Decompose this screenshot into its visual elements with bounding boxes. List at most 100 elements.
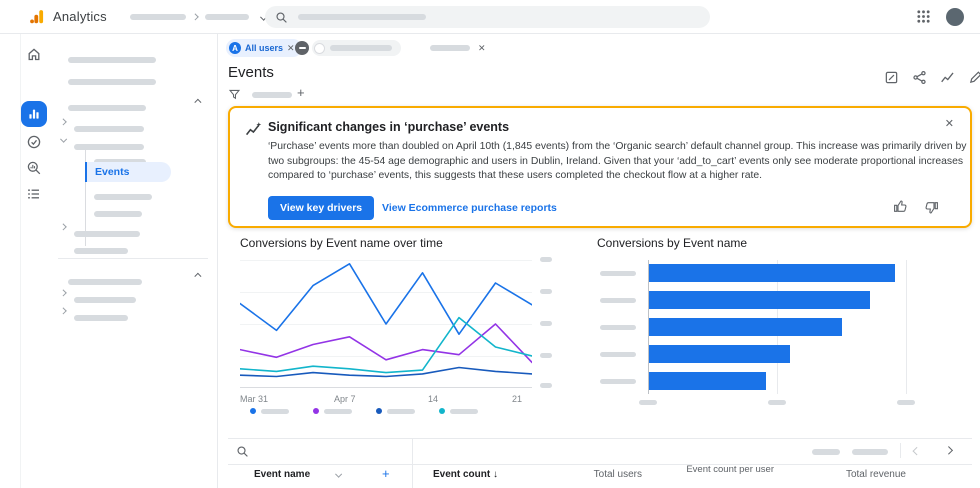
- next-page-icon[interactable]: [944, 446, 953, 455]
- line-chart-title: Conversions by Event name over time: [240, 236, 443, 250]
- nav-item[interactable]: [74, 308, 128, 326]
- nav-item[interactable]: [74, 241, 128, 259]
- expand-chevron-icon[interactable]: [60, 119, 67, 126]
- selected-indicator: [85, 162, 87, 182]
- x-tick-label: 21: [512, 394, 523, 404]
- rows-per-page-redacted[interactable]: [812, 449, 840, 455]
- x-tick-label: Apr 7: [334, 394, 356, 404]
- view-key-drivers-button[interactable]: View key drivers: [268, 196, 375, 220]
- bar[interactable]: [649, 264, 895, 282]
- nav-item-events-selected[interactable]: Events: [85, 162, 171, 182]
- column-header-event-count-per-user[interactable]: Event count per user: [686, 464, 774, 475]
- bar-chart-plot: [648, 260, 955, 394]
- nav-item[interactable]: [74, 137, 144, 155]
- nav-sub-item[interactable]: [94, 187, 152, 205]
- avatar[interactable]: [946, 8, 964, 26]
- legend-dot: [439, 408, 445, 414]
- insights-icon[interactable]: [940, 70, 955, 85]
- redacted-text: [298, 14, 426, 20]
- edit-pencil-icon[interactable]: [968, 70, 980, 85]
- table-search-icon[interactable]: [236, 445, 249, 458]
- collapse-chevron-icon[interactable]: [60, 136, 67, 143]
- legend-item[interactable]: [313, 408, 352, 414]
- y-axis-line: [648, 260, 649, 394]
- legend-item[interactable]: [439, 408, 478, 414]
- chevron-right-icon: [192, 13, 199, 21]
- column-header-total-users[interactable]: Total users: [593, 469, 642, 480]
- share-icon[interactable]: [912, 70, 927, 85]
- comparison-chip-2[interactable]: ✕: [430, 42, 486, 54]
- legend-label-redacted: [324, 408, 352, 414]
- redacted-text: [252, 92, 292, 98]
- analytics-logo-icon[interactable]: [28, 8, 45, 25]
- column-header-event-count[interactable]: Event count ↓: [408, 469, 498, 480]
- nav-sub-item[interactable]: [94, 204, 142, 222]
- nav-section-header[interactable]: [68, 272, 142, 290]
- expand-chevron-icon[interactable]: [60, 290, 67, 297]
- expand-chevron-icon[interactable]: [60, 224, 67, 231]
- home-icon[interactable]: [26, 46, 42, 62]
- column-header-event-name[interactable]: Event name: [254, 469, 311, 480]
- column-header-total-revenue[interactable]: Total revenue: [845, 469, 906, 480]
- toggle-knob: [314, 42, 325, 54]
- nav-item[interactable]: [74, 290, 136, 308]
- apps-grid-icon[interactable]: [916, 9, 931, 24]
- all-users-chip[interactable]: A All users ✕: [226, 39, 302, 57]
- redacted-text: [94, 194, 152, 200]
- insight-card: Significant changes in ‘purchase’ events…: [228, 106, 972, 228]
- explore-icon[interactable]: [26, 134, 42, 150]
- bar-chart-title: Conversions by Event name: [597, 236, 748, 250]
- close-icon[interactable]: ✕: [287, 42, 295, 53]
- y-tick-redacted: [540, 383, 552, 388]
- bar[interactable]: [649, 291, 871, 309]
- reports-icon-active[interactable]: [21, 101, 47, 127]
- y-tick-redacted: [540, 289, 552, 294]
- collapse-chevron-icon[interactable]: [195, 273, 202, 280]
- customize-report-icon[interactable]: [884, 70, 899, 85]
- admin-icon[interactable]: [26, 186, 42, 202]
- close-icon[interactable]: ✕: [944, 118, 954, 130]
- nav-section-header[interactable]: [68, 98, 146, 116]
- bar[interactable]: [649, 372, 766, 390]
- redacted-text: [68, 279, 142, 285]
- filter-funnel-icon[interactable]: [228, 88, 241, 101]
- nav-item[interactable]: [68, 50, 156, 68]
- search-icon: [276, 11, 287, 23]
- line-series: [240, 323, 532, 364]
- collapse-chevron-icon[interactable]: [195, 99, 202, 106]
- gridline: [906, 260, 907, 394]
- legend-label-redacted: [450, 408, 478, 414]
- redacted-text: [74, 126, 144, 132]
- expand-chevron-icon[interactable]: [60, 308, 67, 315]
- add-column-button[interactable]: +: [382, 466, 390, 481]
- nav-item[interactable]: [74, 224, 140, 242]
- close-icon[interactable]: ✕: [478, 42, 486, 53]
- x-tick-label: Mar 31: [240, 394, 269, 404]
- search-bar[interactable]: [265, 6, 710, 28]
- x-axis-line: [240, 387, 532, 388]
- redacted-text: [130, 14, 186, 20]
- legend-item[interactable]: [376, 408, 415, 414]
- redacted-text: [74, 248, 128, 254]
- prev-page-icon[interactable]: [912, 446, 921, 455]
- line-chart-card: Conversions by Event name over time Mar …: [240, 236, 560, 422]
- property-selector[interactable]: [130, 13, 266, 21]
- comparison-chip[interactable]: [295, 39, 401, 57]
- legend-item[interactable]: [250, 408, 289, 414]
- nav-item[interactable]: [68, 72, 156, 90]
- bar[interactable]: [649, 345, 791, 363]
- chevron-down-icon[interactable]: [335, 471, 342, 478]
- line-series: [240, 366, 532, 378]
- y-tick-redacted: [540, 353, 552, 358]
- thumbs-up-icon[interactable]: [892, 198, 908, 214]
- page-title: Events: [228, 64, 274, 81]
- y-tick-redacted: [540, 321, 552, 326]
- nav-drawer: Events: [48, 34, 218, 488]
- add-comparison-button[interactable]: +: [297, 85, 305, 100]
- thumbs-down-icon[interactable]: [924, 200, 940, 216]
- bar[interactable]: [649, 318, 843, 336]
- legend-dot: [313, 408, 319, 414]
- nav-item[interactable]: [74, 119, 144, 137]
- advertising-icon[interactable]: [26, 160, 42, 176]
- ecommerce-reports-link[interactable]: View Ecommerce purchase reports: [382, 202, 557, 214]
